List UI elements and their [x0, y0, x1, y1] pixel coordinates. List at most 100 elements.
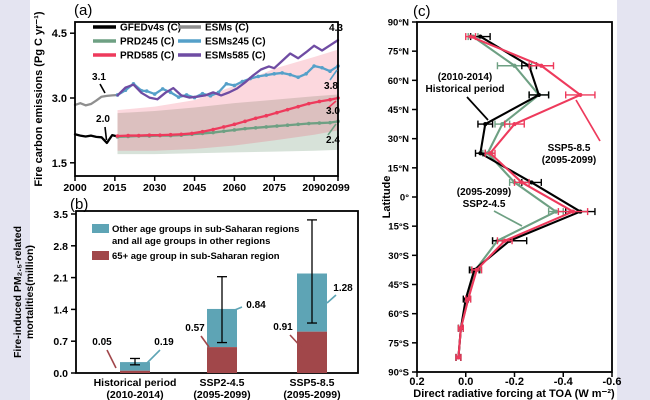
- data-point: [553, 209, 559, 214]
- y-tick-label: 3.0: [52, 93, 67, 105]
- data-point: [478, 151, 483, 156]
- annotation-label: Historical period: [426, 84, 505, 95]
- data-point: [285, 107, 290, 112]
- data-point: [317, 121, 322, 125]
- legend-label-ESMs (C): ESMs (C): [205, 23, 249, 34]
- annotation-label: (2010-2014): [438, 72, 492, 83]
- legend-label-GFEDv4s (C): GFEDv4s (C): [120, 23, 181, 34]
- panel-b-y-axis-label-line2: mortalities(million): [24, 245, 36, 339]
- data-point: [232, 128, 237, 132]
- value-label-leader: [289, 334, 303, 349]
- annotation-value: 2.4: [326, 135, 340, 146]
- annotation-leader: [327, 100, 337, 109]
- y-tick-label: 0°: [400, 193, 409, 204]
- data-point: [176, 95, 181, 99]
- annotation-leader: [575, 99, 601, 142]
- value-label-leader: [326, 294, 337, 304]
- x-tick-label: 0.2: [409, 376, 424, 388]
- panel-a-frame: [74, 21, 339, 177]
- category-label: Historical period: [94, 377, 177, 389]
- data-point: [232, 122, 237, 127]
- y-tick-label: 15°N: [388, 163, 409, 174]
- panel-c-plot: 90°N 75°N 60°N 45°N 30°N 15°N 0° 15°S 30°S 45°S 60…: [388, 18, 622, 389]
- data-point: [317, 99, 322, 104]
- x-tick-label: 2075: [263, 182, 287, 194]
- bar-value-label: 0.91: [273, 322, 293, 333]
- data-point: [224, 81, 229, 86]
- data-point: [296, 104, 300, 109]
- y-tick-label: 90°S: [388, 368, 409, 379]
- category-label: (2095-2099): [283, 389, 340, 400]
- data-point: [529, 180, 534, 185]
- data-point: [264, 113, 269, 118]
- data-point: [211, 130, 215, 135]
- y-tick-label: 1.5: [52, 158, 67, 170]
- data-line-SSP5-8.5 (2095-2099): [457, 35, 582, 359]
- data-point: [275, 110, 279, 115]
- data-point: [243, 126, 247, 131]
- uncertainty-band-PRD245-range: [117, 94, 338, 155]
- bar-value-label: 0.84: [246, 300, 266, 311]
- x-tick-label: 2045: [183, 182, 207, 194]
- annotation-label: (2095-2099): [542, 155, 596, 166]
- data-point: [468, 34, 473, 39]
- data-point: [328, 69, 332, 74]
- category-label: (2010-2014): [106, 389, 163, 400]
- y-tick-label: 60°S: [388, 309, 409, 320]
- x-tick-label: 2060: [223, 182, 247, 194]
- data-point: [466, 296, 471, 302]
- data-point: [328, 120, 332, 125]
- data-point: [578, 92, 583, 98]
- data-point: [285, 123, 290, 128]
- data-point: [458, 326, 463, 331]
- bar-value-label: 0.05: [92, 337, 112, 348]
- x-tick-label: 2000: [63, 182, 87, 194]
- panel-c-x-axis-label: Direct radiative forcing at TOA (W m⁻²): [413, 388, 615, 400]
- data-point: [500, 121, 505, 127]
- value-label-leader: [200, 335, 210, 348]
- bar-segment-65plus: [207, 347, 237, 373]
- data-point: [221, 125, 226, 129]
- data-point: [320, 65, 324, 70]
- annotation-leader: [493, 210, 523, 227]
- data-point: [502, 238, 507, 243]
- annotation-value: 2.0: [96, 114, 110, 125]
- data-point: [179, 132, 184, 137]
- data-point: [144, 89, 149, 93]
- data-line-Historical period (2010-2014): [457, 35, 582, 359]
- y-tick-label: 2.1: [53, 273, 68, 285]
- data-point: [280, 71, 285, 75]
- annotation-leader: [327, 123, 337, 136]
- bar-segment-65plus: [120, 370, 150, 373]
- annotation-label: (2095-2099): [457, 187, 511, 198]
- panel-label-b: (b): [70, 196, 88, 213]
- annotation-leader: [99, 83, 106, 94]
- bar-value-label: 0.57: [185, 323, 205, 334]
- data-point: [243, 119, 247, 124]
- legend-swatch: [92, 224, 109, 233]
- panel-label-a: (a): [74, 2, 92, 19]
- data-point: [456, 355, 461, 360]
- data-point: [256, 74, 261, 79]
- category-label: SSP5-8.5: [290, 377, 335, 389]
- data-point: [147, 133, 152, 137]
- x-tick-label: -0.6: [603, 376, 622, 388]
- data-point: [296, 122, 300, 127]
- data-point: [160, 87, 165, 91]
- y-tick-label: 45°N: [388, 105, 409, 116]
- right-margin-strip: [617, 0, 650, 400]
- data-point: [275, 124, 279, 128]
- legend-label-ESMs245 (C): ESMs245 (C): [205, 37, 266, 48]
- value-label-leader: [145, 349, 161, 365]
- data-point: [483, 121, 488, 127]
- legend-label-PRD245 (C): PRD245 (C): [120, 37, 174, 48]
- data-point: [115, 134, 120, 138]
- annotation-leader: [329, 69, 338, 81]
- data-point: [488, 151, 493, 156]
- data-point: [306, 121, 311, 126]
- y-tick-label: 45°S: [388, 280, 409, 291]
- data-point: [211, 127, 215, 132]
- x-tick-label: -0.2: [505, 376, 524, 388]
- data-point: [264, 125, 269, 129]
- data-point: [474, 267, 479, 273]
